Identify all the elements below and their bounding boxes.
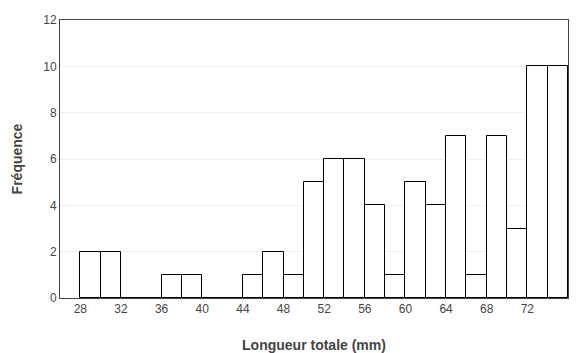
svg-text:10: 10 — [43, 60, 57, 74]
svg-text:0: 0 — [50, 291, 57, 305]
svg-text:52: 52 — [317, 302, 331, 316]
svg-text:28: 28 — [74, 302, 88, 316]
svg-text:6: 6 — [50, 152, 57, 166]
svg-text:72: 72 — [521, 302, 535, 316]
svg-text:60: 60 — [399, 302, 413, 316]
svg-text:12: 12 — [43, 13, 57, 27]
svg-text:40: 40 — [196, 302, 210, 316]
svg-text:36: 36 — [155, 302, 169, 316]
svg-text:4: 4 — [50, 199, 57, 213]
svg-text:2: 2 — [50, 245, 57, 259]
svg-text:Fréquence: Fréquence — [9, 123, 25, 194]
svg-text:8: 8 — [50, 106, 57, 120]
svg-text:56: 56 — [358, 302, 372, 316]
svg-text:Longueur totale (mm): Longueur totale (mm) — [242, 337, 386, 353]
svg-text:68: 68 — [480, 302, 494, 316]
svg-text:32: 32 — [114, 302, 128, 316]
svg-text:44: 44 — [236, 302, 250, 316]
svg-text:48: 48 — [277, 302, 291, 316]
svg-text:64: 64 — [439, 302, 453, 316]
